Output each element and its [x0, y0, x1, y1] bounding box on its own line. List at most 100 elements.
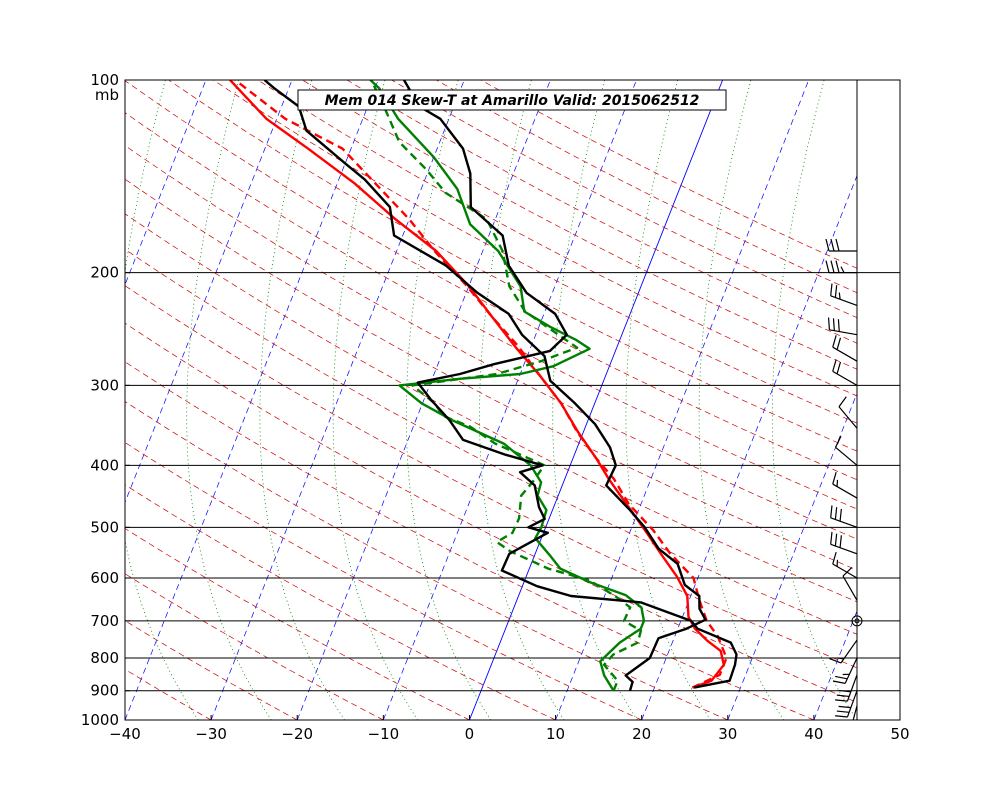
forecast-dewpoint-line: [369, 80, 646, 692]
wind-barb-feather: [832, 335, 837, 348]
dry-adiabat-line: [125, 322, 857, 703]
isotherm-line: [296, 80, 551, 720]
mixing-ratio-line: [405, 80, 492, 720]
mixing-ratio-line: [186, 80, 272, 720]
isotherm-line: [641, 174, 857, 720]
y-tick-label: 600: [90, 569, 119, 587]
isotherm-line: [125, 80, 379, 720]
y-tick-label: 1000: [81, 711, 119, 729]
x-tick-label: −20: [281, 725, 313, 743]
dry-adiabat-line: [213, 80, 857, 424]
x-tick-label: −10: [368, 725, 400, 743]
isotherm-line: [555, 80, 810, 720]
forecast-temperature-line: [229, 80, 725, 689]
x-tick-label: 20: [632, 725, 651, 743]
x-tick-label: 0: [465, 725, 475, 743]
y-tick-label: 900: [90, 682, 119, 700]
wind-barb-feather: [842, 566, 853, 577]
series-layer: [229, 80, 738, 692]
dry-adiabat-line: [125, 80, 857, 481]
y-tick-label: 300: [90, 376, 119, 394]
x-tick-label: −40: [109, 725, 141, 743]
dry-adiabat-line: [346, 80, 857, 344]
wind-barb-feather: [837, 319, 840, 332]
isotherm-line: [125, 80, 207, 286]
isotherm-line: [727, 392, 857, 720]
wind-barb-feather: [835, 238, 840, 252]
wind-barb-feather: [835, 715, 848, 718]
mixing-ratio-line: [625, 80, 711, 720]
x-axis: −40 −30 −20 −10 0 10 20 30 40 50: [109, 715, 910, 743]
mixing-ratio-line: [771, 80, 857, 720]
isotherm-line: [469, 80, 724, 720]
wind-barb-feather: [839, 535, 842, 548]
y-tick-label: 400: [90, 456, 119, 474]
isotherm-line: [813, 610, 857, 720]
wind-barb-feather: [832, 359, 837, 372]
y-tick-label: 200: [90, 264, 119, 282]
dry-adiabat-line: [125, 484, 556, 720]
chart-title-box: [297, 89, 727, 111]
forecast-temperature-line: [234, 80, 728, 689]
dry-adiabat-line: [125, 112, 857, 510]
dry-adiabat-line: [125, 178, 857, 571]
wind-barb-feather: [834, 507, 838, 520]
mixing-ratio-line: [552, 80, 638, 720]
wind-barb-feather: [835, 260, 840, 273]
wind-barb-feather: [832, 680, 846, 684]
wind-barb-feather: [830, 238, 835, 252]
wind-barb-feather: [840, 266, 845, 273]
wind-barb-feather: [834, 533, 838, 547]
dry-adiabat-line: [302, 80, 857, 370]
dry-adiabat-line: [125, 442, 642, 720]
dry-adiabat-line: [125, 213, 857, 603]
x-tick-label: −30: [195, 725, 227, 743]
wind-barb-feather: [838, 292, 841, 300]
y-tick-label: 800: [90, 649, 119, 667]
chart-title: Mem 014 Skew-T at Amarillo Valid: 201506…: [325, 93, 700, 109]
wind-barb-feather: [837, 657, 844, 660]
observed-dewpoint-line: [402, 80, 738, 689]
wind-barb-shaft: [838, 406, 858, 429]
mixing-ratio-line: [698, 80, 785, 720]
isotherm-line: [210, 80, 465, 720]
y-tick-label: 100: [90, 71, 119, 89]
mixing-ratio-line: [259, 80, 345, 720]
wind-barb-feather: [830, 260, 835, 273]
dry-adiabat-line: [125, 620, 298, 720]
x-tick-label: 40: [804, 725, 823, 743]
dry-adiabat-line: [125, 361, 815, 720]
wind-barb-feather: [830, 283, 833, 296]
wind-barb-feather: [836, 694, 850, 698]
wind-barb-feather: [830, 531, 833, 545]
wind-barb-feather: [827, 317, 831, 330]
forecast-dewpoint-line: [370, 80, 643, 692]
pressure-gridlines: [125, 272, 900, 692]
x-tick-label: 50: [890, 725, 909, 743]
y-tick-label: 700: [90, 612, 119, 630]
wind-barb-feather: [836, 361, 842, 375]
wind-barb-feather: [835, 435, 842, 448]
wind-barb-feather: [838, 396, 847, 408]
mixing-ratio-line: [125, 80, 199, 720]
wind-barb-feather: [832, 551, 837, 565]
wind-barb-feather: [825, 260, 830, 273]
wind-barb-feather: [830, 505, 833, 518]
wind-barb-feather: [835, 675, 848, 680]
wind-barb-feather: [838, 705, 851, 709]
wind-barb-feather: [834, 285, 838, 298]
wind-barb-feather: [836, 710, 850, 713]
y-axis: 100 200 300 400 500 600 700 800 900 1000: [81, 71, 130, 729]
wind-barb-feather: [832, 318, 835, 331]
wind-barb-shaft: [852, 705, 858, 720]
wind-barb-feather: [832, 471, 837, 485]
y-axis-unit-label: mb: [95, 86, 119, 104]
observed-temperature-line: [263, 80, 707, 692]
plot-frame: [124, 79, 901, 721]
wind-barb-feather: [838, 689, 851, 693]
mixing-ratio-line: [479, 80, 565, 720]
wind-barb-feather: [829, 657, 842, 664]
wind-barb-shaft: [835, 446, 858, 466]
